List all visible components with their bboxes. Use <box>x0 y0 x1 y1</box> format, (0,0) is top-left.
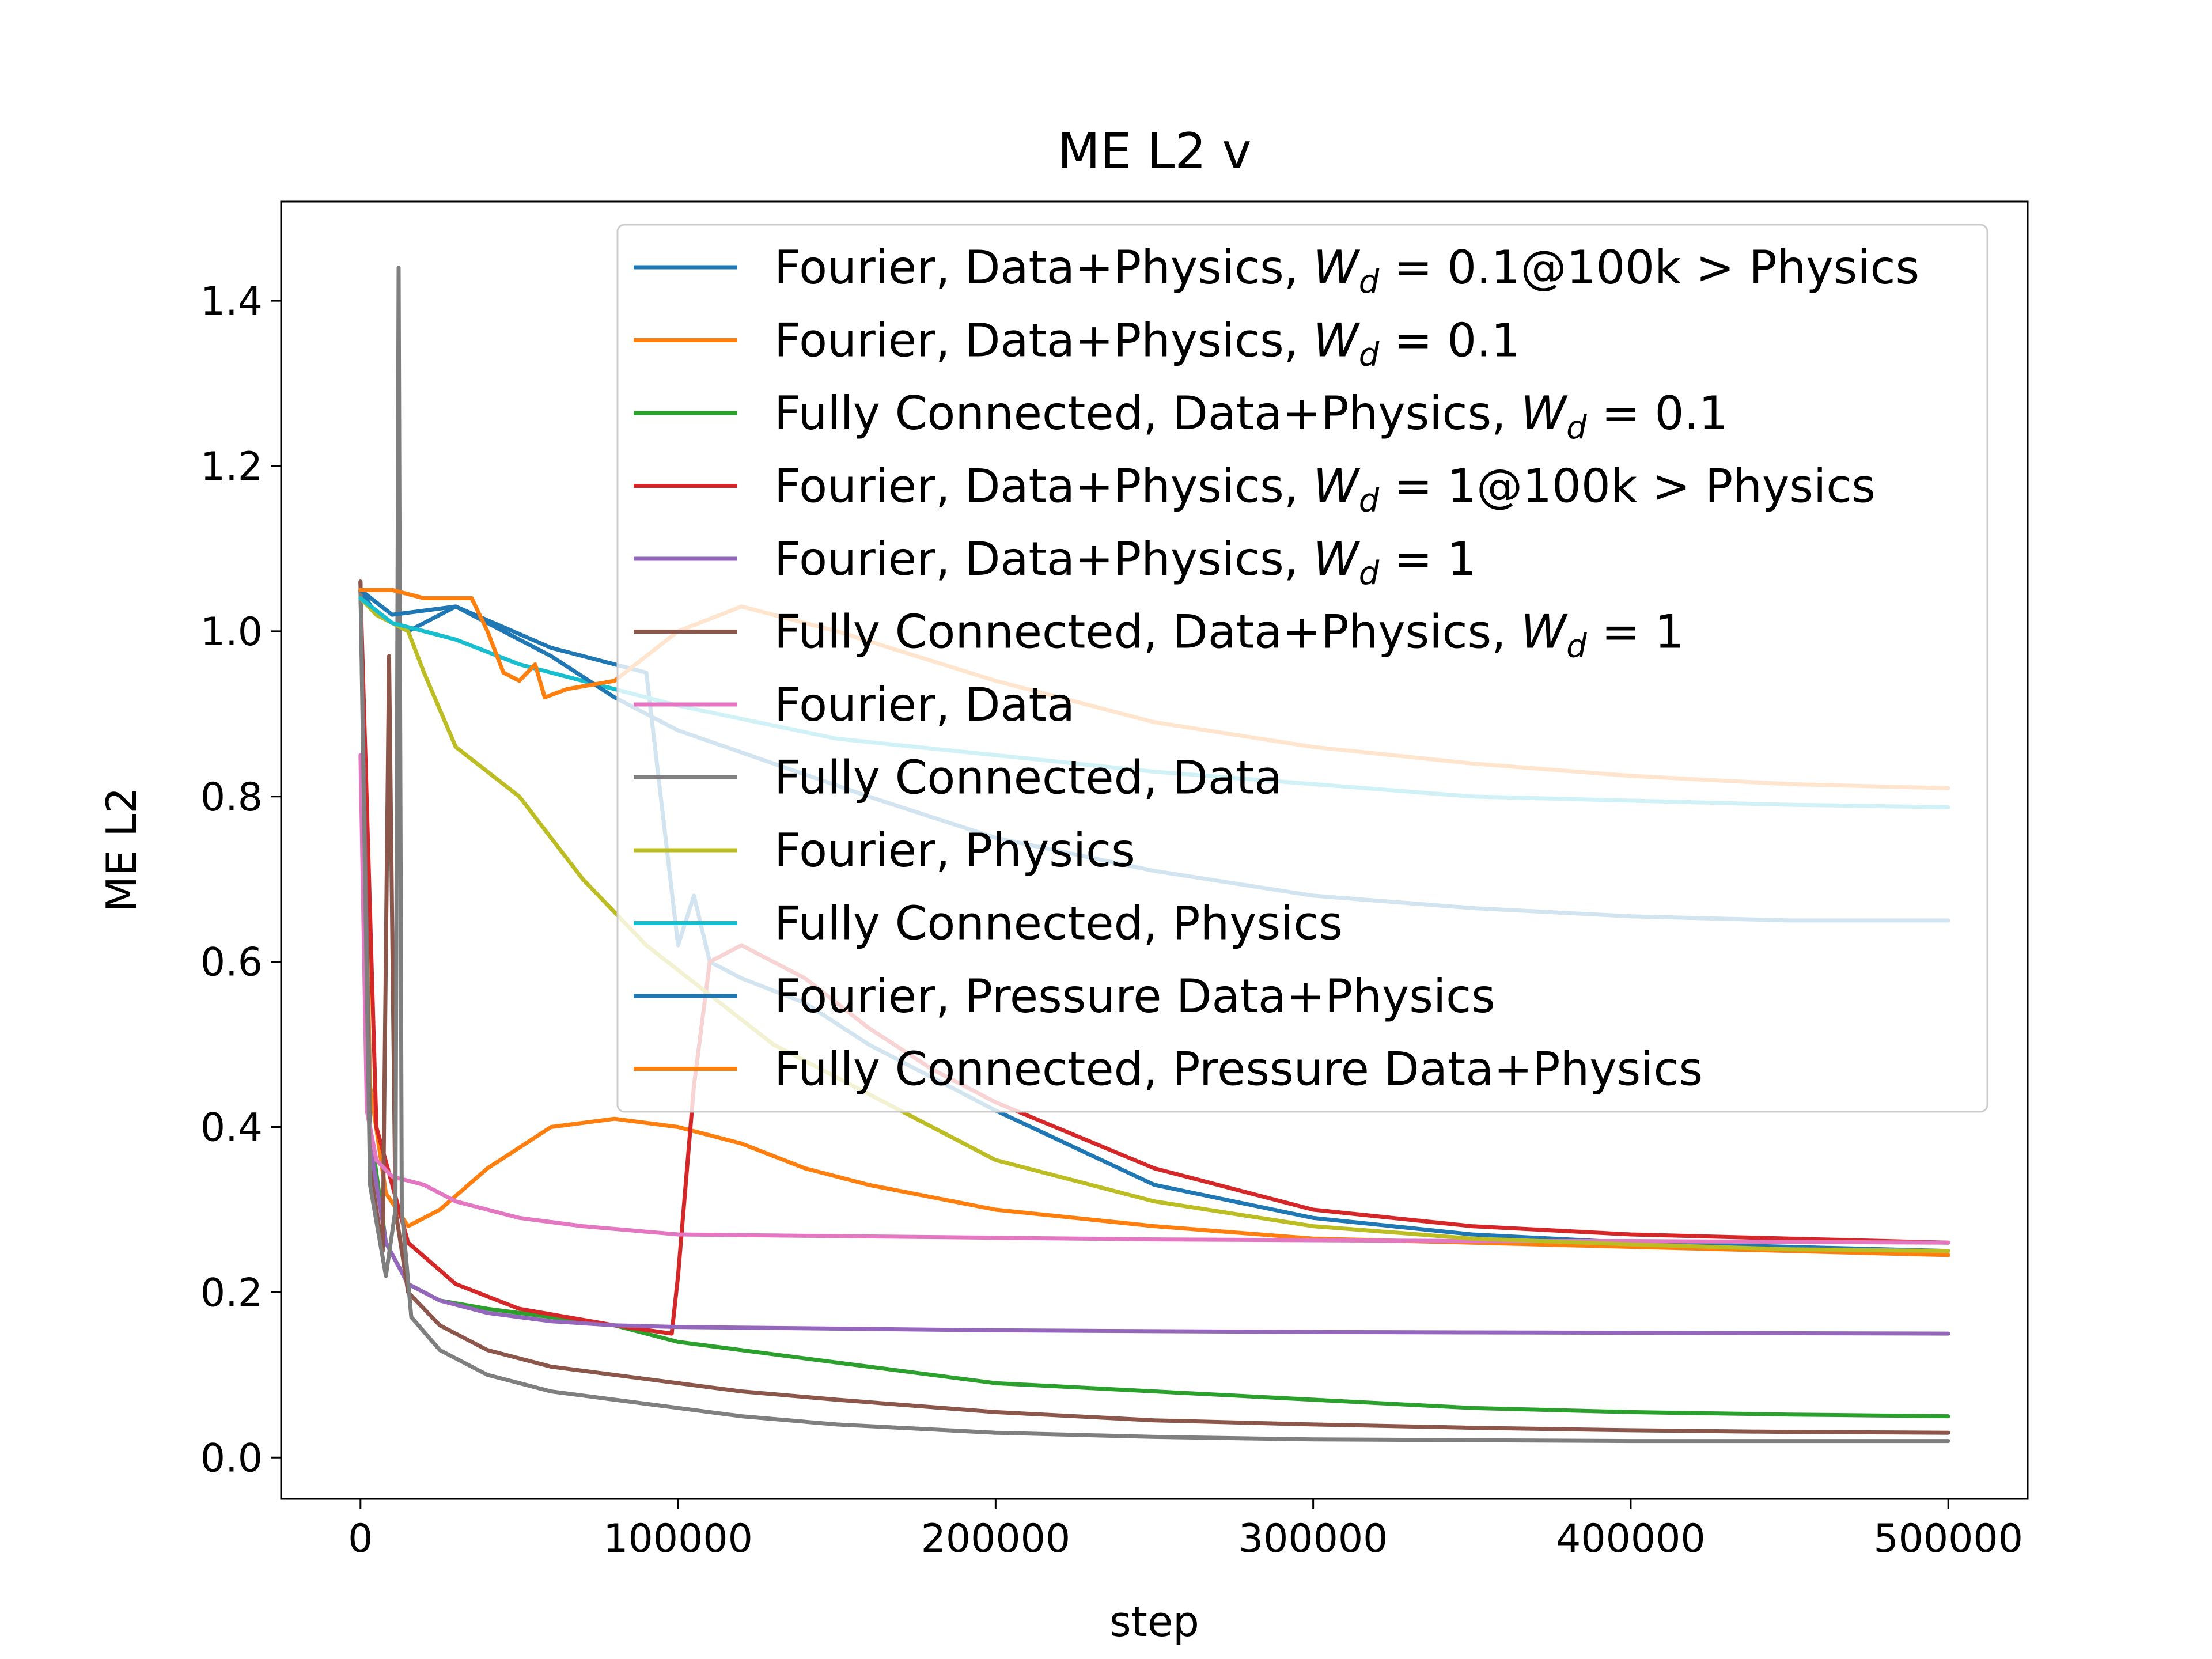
series-line-5 <box>358 579 1950 1435</box>
y-tick-label: 1.4 <box>200 279 263 324</box>
chart-title: ME L2 v <box>1058 123 1252 180</box>
y-tick-label: 1.0 <box>200 609 263 655</box>
legend-box <box>616 224 1988 1113</box>
x-tick-label: 400000 <box>1556 1516 1706 1562</box>
x-tick-label: 100000 <box>603 1516 753 1562</box>
legend-entry-3: Fourier, Data+Physics, Wd = 1@100k > Phy… <box>774 460 1876 520</box>
y-axis-ticks: 0.0 0.2 0.4 0.6 0.8 1.0 1.2 1.4 <box>200 279 281 1481</box>
series-line-7 <box>358 266 1950 1444</box>
x-tick-label: 200000 <box>921 1516 1071 1562</box>
legend-entry-8: Fourier, Physics <box>774 824 1135 877</box>
x-tick-label: 0 <box>348 1516 373 1562</box>
legend-entry-10: Fourier, Pressure Data+Physics <box>774 969 1495 1023</box>
y-axis-label: ME L2 <box>97 787 146 912</box>
legend-entry-5: Fully Connected, Data+Physics, Wd = 1 <box>774 605 1684 665</box>
x-axis-label: step <box>1109 1597 1199 1646</box>
legend-entry-4: Fourier, Data+Physics, Wd = 1 <box>774 532 1476 592</box>
x-tick-label: 500000 <box>1873 1516 2023 1562</box>
y-tick-label: 1.2 <box>200 444 263 490</box>
y-tick-label: 0.2 <box>200 1270 263 1316</box>
y-tick-label: 0.6 <box>200 940 263 986</box>
y-tick-label: 0.4 <box>200 1105 263 1151</box>
x-axis-ticks: 0 100000 200000 300000 400000 500000 <box>348 1499 2023 1562</box>
legend-entry-6: Fourier, Data <box>774 678 1075 732</box>
legend-entry-1: Fourier, Data+Physics, Wd = 0.1 <box>774 314 1520 374</box>
y-tick-label: 0.0 <box>200 1435 263 1481</box>
y-tick-label: 0.8 <box>200 775 263 820</box>
x-tick-label: 300000 <box>1238 1516 1388 1562</box>
legend-entry-9: Fully Connected, Physics <box>774 897 1343 950</box>
legend-entry-0: Fourier, Data+Physics, Wd = 0.1@100k > P… <box>774 241 1919 301</box>
legend-entry-7: Fully Connected, Data <box>774 751 1282 805</box>
legend: Fourier, Data+Physics, Wd = 0.1@100k > P… <box>616 224 1988 1113</box>
legend-entry-2: Fully Connected, Data+Physics, Wd = 0.1 <box>774 387 1728 446</box>
legend-entry-11: Fully Connected, Pressure Data+Physics <box>774 1043 1703 1096</box>
plot-frame <box>280 200 2029 1500</box>
